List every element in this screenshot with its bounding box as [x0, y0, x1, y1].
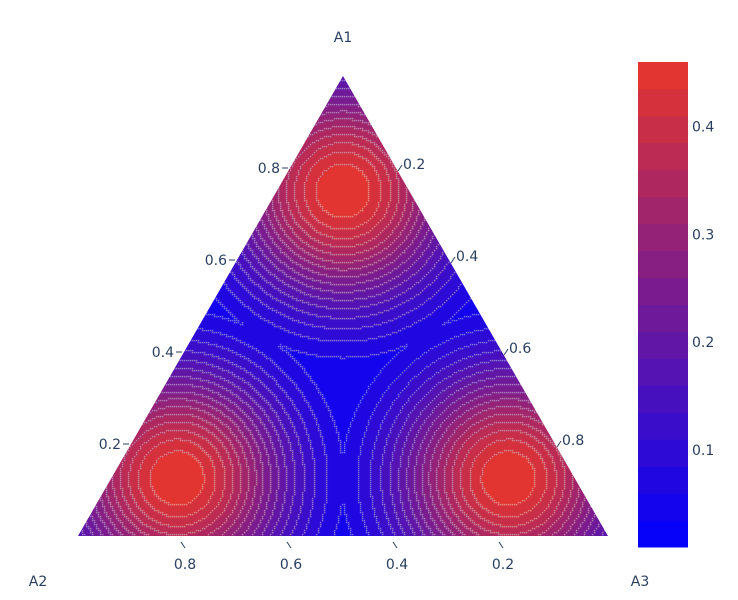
tick-b-0.2-mark — [498, 541, 504, 549]
colorbar-band — [638, 331, 688, 359]
tick-c-0.4-mark — [450, 256, 456, 264]
colorbar: 0.1 0.2 0.3 0.4 — [638, 62, 714, 548]
axis-title-a1: A1 — [334, 30, 352, 46]
tick-c-0.8-label: 0.8 — [562, 433, 584, 449]
colorbar-band — [638, 142, 688, 171]
colorbar-band — [638, 385, 688, 413]
tick-b-0.6-mark — [286, 541, 292, 549]
colorbar-band — [638, 62, 688, 90]
colorbar-band — [638, 439, 688, 467]
colorbar-band — [638, 358, 688, 386]
colorbar-band — [638, 115, 688, 144]
colorbar-band — [638, 196, 688, 225]
tick-a-0.2-label: 0.2 — [99, 437, 121, 453]
colorbar-band — [638, 466, 688, 494]
colorbar-tick-0.2: 0.2 — [692, 335, 714, 351]
tick-b-0.4-mark — [392, 541, 398, 549]
colorbar-band — [638, 169, 688, 198]
tick-a-0.4-label: 0.4 — [152, 345, 174, 361]
tick-b-0.8-label: 0.8 — [174, 557, 196, 573]
tick-c-0.2-mark — [397, 164, 403, 172]
colorbar-band — [638, 250, 688, 279]
colorbar-bands — [638, 62, 688, 548]
colorbar-band — [638, 520, 688, 548]
tick-c-0.2-label: 0.2 — [403, 157, 425, 173]
colorbar-tick-0.4: 0.4 — [692, 120, 714, 136]
tick-b-0.2-label: 0.2 — [492, 557, 514, 573]
axis-ticks: 0.2 0.4 0.6 0.8 0.2 0.4 0.6 0.8 0.2 0.4 0.6 0.8 — [99, 157, 585, 573]
colorbar-band — [638, 412, 688, 440]
contour-line-raster — [78, 76, 608, 536]
colorbar-tick-0.1: 0.1 — [692, 443, 714, 459]
contour-lines — [78, 76, 608, 536]
tick-b-0.6-label: 0.6 — [280, 557, 302, 573]
tick-b-0.4-label: 0.4 — [386, 557, 408, 573]
colorbar-ticks: 0.1 0.2 0.3 0.4 — [692, 120, 714, 459]
colorbar-tick-0.3: 0.3 — [692, 227, 714, 243]
tick-c-0.4-label: 0.4 — [456, 249, 478, 265]
axis-title-a3: A3 — [631, 574, 649, 590]
tick-b-0.8-mark — [180, 541, 186, 549]
tick-a-0.8-label: 0.8 — [258, 161, 280, 177]
colorbar-band — [638, 88, 688, 117]
colorbar-band — [638, 304, 688, 332]
tick-c-0.6-mark — [503, 348, 509, 356]
colorbar-band — [638, 277, 688, 305]
tick-a-0.6-label: 0.6 — [205, 253, 227, 269]
tick-c-0.6-label: 0.6 — [509, 341, 531, 357]
colorbar-band — [638, 223, 688, 252]
tick-c-0.8-mark — [556, 440, 562, 448]
colorbar-band — [638, 493, 688, 521]
axis-title-a2: A2 — [29, 574, 47, 590]
